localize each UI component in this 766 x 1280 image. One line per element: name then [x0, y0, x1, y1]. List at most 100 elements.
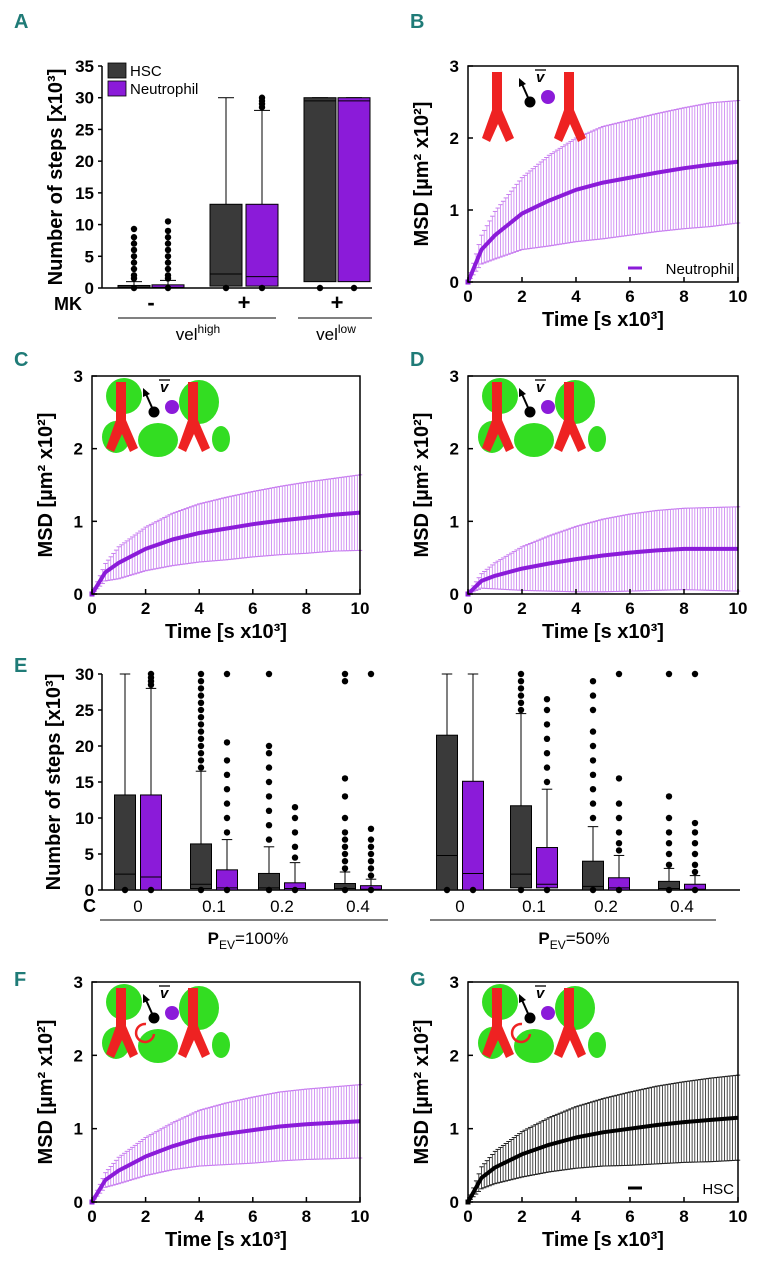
- cell-icon: [555, 986, 595, 1030]
- cell-icon: [179, 986, 219, 1030]
- outlier-point: [197, 742, 205, 750]
- cell-icon: [588, 1032, 606, 1058]
- velocity-symbol: v: [536, 69, 546, 86]
- x-tick-label: 4: [194, 599, 204, 618]
- outlier-point: [130, 225, 138, 233]
- box: [582, 860, 604, 891]
- outlier-point: [197, 714, 205, 721]
- outlier-point: [615, 814, 623, 822]
- velocity-arrow-icon: [521, 999, 531, 1019]
- outlier-point: [265, 764, 273, 771]
- outlier-point: [341, 793, 349, 800]
- y-tick-label: 5: [85, 247, 94, 266]
- bracket-label-sup: low: [338, 322, 356, 336]
- panel-letter-G: G: [410, 969, 426, 991]
- box: [536, 847, 558, 889]
- outlier-point: [665, 840, 673, 847]
- outlier-point: [130, 259, 138, 266]
- y-tick-label: 0: [450, 273, 459, 292]
- bracket-label: vellow: [316, 322, 356, 344]
- outlier-point: [469, 886, 477, 894]
- cell-icon: [179, 380, 219, 424]
- outlier-point: [316, 284, 324, 292]
- panel-letter-F: F: [14, 969, 26, 991]
- y-tick-label: 1: [450, 1120, 459, 1139]
- panel-A: 0 5 10 15 20 25 30 35 Number of steps [x10³] - + + M…: [45, 57, 372, 344]
- outlier-point: [665, 814, 673, 822]
- outlier-point: [121, 886, 129, 894]
- outlier-point: [543, 735, 551, 742]
- y-tick-label: 2: [74, 1046, 83, 1065]
- plot-frame: [467, 375, 739, 595]
- plot-frame: [91, 375, 361, 595]
- pev-label-sub: EV: [219, 938, 235, 952]
- outlier-point: [543, 886, 551, 894]
- outlier-point: [147, 886, 155, 894]
- velocity-arrow-icon: [521, 83, 531, 103]
- x-tick-label: 10: [729, 599, 748, 618]
- y-tick-label: 1: [450, 512, 459, 531]
- outlier-point: [291, 814, 299, 822]
- bracket-label: velhigh: [176, 322, 220, 344]
- y-axis-label: MSD [µm² x10²]: [411, 1020, 433, 1165]
- outlier-point: [615, 670, 623, 678]
- y-tick-label: 0: [85, 279, 94, 298]
- outlier-point: [517, 692, 525, 699]
- bracket-label-main: vel: [316, 325, 338, 344]
- outlier-point: [665, 793, 673, 800]
- y-tick-label: 2: [450, 129, 459, 148]
- outlier-point: [291, 854, 299, 861]
- outlier-point: [223, 886, 231, 894]
- mk-indicator: +: [238, 290, 251, 315]
- outlier-point: [615, 775, 623, 782]
- x-tick-label: 6: [248, 1207, 257, 1226]
- outlier-point: [164, 259, 172, 266]
- rotation-arrow-icon: [134, 1022, 156, 1044]
- outlier-point: [223, 771, 231, 778]
- outlier-point: [291, 804, 299, 811]
- x-tick-label: 4: [571, 1207, 581, 1226]
- outlier-point: [341, 886, 349, 894]
- outlier-point: [265, 836, 273, 843]
- outlier-point: [223, 739, 231, 746]
- outlier-point: [367, 825, 375, 832]
- outlier-point: [665, 861, 673, 868]
- c-value-label: 0.2: [594, 897, 618, 916]
- y-tick-label: 20: [75, 737, 94, 756]
- cell-icon: [514, 1029, 554, 1063]
- outlier-point: [367, 865, 375, 872]
- neutrophil-cell-icon: [541, 90, 555, 104]
- x-tick-label: 2: [141, 599, 150, 618]
- panel-D: 0 1 2 3 0 2 4 6 8 10 Time [s x10³] MSD [µm² x10²]: [411, 367, 747, 643]
- outlier-point: [443, 886, 451, 894]
- outlier-point: [691, 861, 699, 868]
- vessel-icon: [178, 382, 210, 452]
- outlier-point: [691, 670, 699, 678]
- cell-icon: [138, 423, 178, 457]
- outlier-point: [223, 757, 231, 764]
- outlier-point: [691, 886, 699, 894]
- outlier-point: [197, 706, 205, 714]
- x-axis-label: Time [s x10³]: [542, 1229, 664, 1251]
- y-tick-label: 10: [75, 216, 94, 235]
- plot-frame: [467, 981, 739, 1203]
- outlier-point: [341, 775, 349, 782]
- outlier-point: [222, 284, 230, 292]
- x-axis-label: Time [s x10³]: [542, 621, 664, 643]
- x-tick-label: 2: [517, 287, 526, 306]
- y-tick-label: 0: [74, 585, 83, 604]
- arrowhead-icon: [519, 78, 526, 87]
- vessel-icon: [178, 988, 210, 1058]
- plot-frame: [467, 65, 739, 283]
- outlier-point: [258, 284, 266, 292]
- x-tick-label: 2: [517, 599, 526, 618]
- outlier-point: [164, 240, 172, 247]
- cell-icon: [588, 426, 606, 452]
- y-tick-label: 2: [450, 440, 459, 459]
- outlier-point: [265, 822, 273, 829]
- outlier-point: [367, 836, 375, 843]
- outlier-point: [543, 778, 551, 786]
- mk-indicator: +: [331, 290, 344, 315]
- vessel-icon: [554, 382, 586, 452]
- outlier-point: [665, 850, 673, 858]
